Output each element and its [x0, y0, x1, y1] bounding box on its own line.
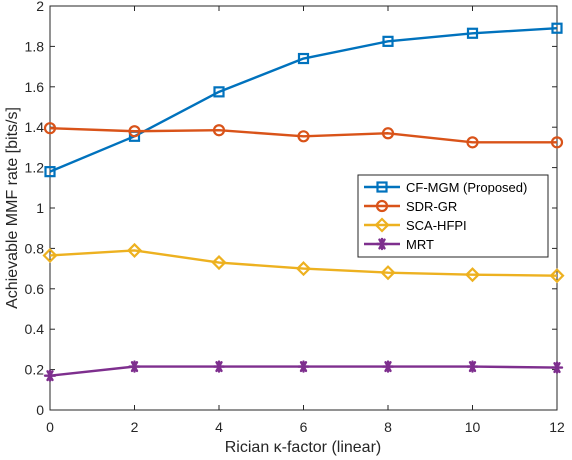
legend-item: MRT: [364, 237, 434, 252]
y-axis-label: Achievable MMF rate [bits/s]: [4, 107, 21, 309]
x-tick-label: 12: [549, 419, 565, 435]
legend: CF-MGM (Proposed) SDR-GR SCA-HFPI MRT: [357, 174, 549, 258]
data-point: [466, 136, 479, 149]
data-point: [380, 265, 396, 281]
data-point: [128, 360, 141, 373]
data-point: [466, 360, 479, 373]
data-point: [297, 52, 310, 65]
x-tick-label: 10: [465, 419, 481, 435]
y-tick-label: 0: [36, 402, 44, 418]
x-tick-label: 4: [215, 419, 223, 435]
data-point: [211, 254, 227, 271]
data-point: [375, 199, 389, 213]
y-tick-label: 0.8: [25, 240, 45, 256]
data-point: [464, 267, 481, 283]
legend-item: SCA-HFPI: [364, 217, 467, 233]
data-point: [382, 35, 394, 47]
x-tick-label: 8: [384, 419, 392, 435]
data-point: [212, 360, 226, 373]
data-point: [376, 181, 388, 193]
series-sca-hfpi: [42, 242, 565, 284]
data-point: [213, 86, 225, 98]
y-tick-label: 1.8: [25, 38, 45, 54]
y-tick-label: 2: [36, 0, 44, 14]
data-point: [551, 22, 563, 34]
x-axis-ticks: 0 2 4 6 8 10 12: [46, 6, 565, 435]
series-layer: [42, 22, 565, 382]
data-point: [381, 360, 395, 373]
y-tick-label: 0.2: [25, 362, 45, 378]
legend-item: SDR-GR: [364, 199, 457, 214]
series-mrt: [43, 360, 564, 382]
data-point: [43, 122, 57, 135]
data-point: [295, 261, 312, 277]
y-axis-ticks: 0 0.2 0.4 0.6 0.8 1 1.2 1.4 1.6 1.8 2: [25, 0, 557, 418]
y-tick-label: 1.6: [25, 79, 45, 95]
y-tick-label: 0.6: [25, 281, 45, 297]
x-tick-label: 6: [300, 419, 308, 435]
data-point: [297, 130, 310, 143]
data-point: [297, 360, 310, 373]
series-line: [49, 127, 557, 144]
data-point: [128, 125, 141, 138]
x-axis-label: Rician κ-factor (linear): [225, 439, 381, 456]
legend-item: CF-MGM (Proposed): [364, 180, 527, 195]
series-line: [49, 249, 558, 277]
data-point: [42, 247, 58, 264]
legend-label: SDR-GR: [406, 199, 457, 214]
data-point: [44, 166, 56, 178]
y-tick-label: 1: [36, 200, 44, 216]
legend-label: MRT: [406, 237, 434, 252]
legend-label: SCA-HFPI: [406, 218, 467, 233]
data-point: [375, 237, 389, 251]
y-tick-label: 1.2: [25, 160, 45, 176]
data-point: [126, 242, 143, 258]
data-point: [550, 136, 564, 149]
data-point: [43, 369, 57, 382]
data-point: [550, 361, 564, 374]
x-tick-label: 0: [46, 419, 54, 435]
data-point: [374, 217, 390, 233]
series-sdr-gr: [43, 122, 564, 149]
y-tick-label: 1.4: [25, 119, 45, 135]
legend-label: CF-MGM (Proposed): [406, 180, 527, 195]
data-point: [212, 124, 226, 137]
data-point: [466, 27, 479, 39]
y-tick-label: 0.4: [25, 321, 45, 337]
data-point: [381, 127, 395, 140]
x-tick-label: 2: [131, 419, 139, 435]
data-point: [549, 268, 565, 284]
